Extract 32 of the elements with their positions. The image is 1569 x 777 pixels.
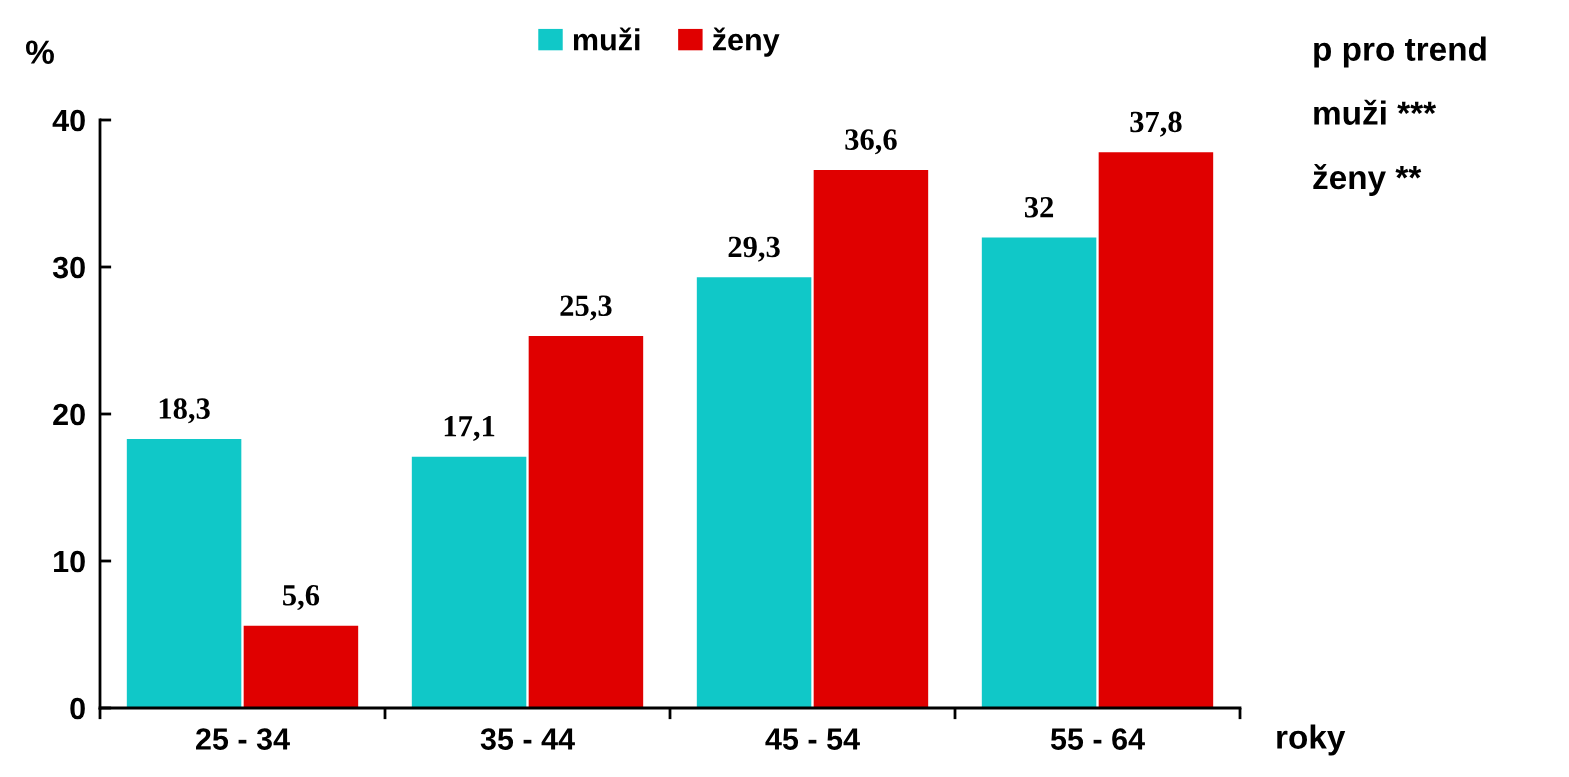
data-label: 17,1: [444, 416, 495, 441]
x-tick-label: 25 - 34: [196, 728, 290, 750]
data-label: 36,6: [845, 129, 897, 155]
bar: [528, 336, 644, 708]
text: muži ***: [1314, 99, 1437, 125]
x-tick-label: 35 - 44: [480, 728, 575, 750]
data-label: 18,3: [159, 398, 210, 424]
bar: [411, 456, 527, 708]
y-tick-label: 0: [70, 697, 85, 720]
y-tick-label: 10: [54, 550, 85, 573]
data-label: 32: [1024, 196, 1054, 218]
data-label: 29,3: [728, 236, 780, 262]
data-label: 37,8: [1130, 111, 1182, 137]
y-tick-label: 30: [52, 256, 85, 279]
bar: [1098, 152, 1214, 708]
text: ženy **: [1313, 164, 1422, 196]
legend-label: ženy: [712, 27, 780, 57]
bar: [243, 625, 359, 708]
data-label: 5,6: [283, 585, 320, 611]
legend-label: muži: [573, 27, 640, 51]
bar: [813, 169, 929, 708]
x-tick-label: 45 - 54: [765, 728, 860, 750]
bar: [981, 237, 1097, 708]
y-axis-title: %: [26, 40, 54, 64]
text: p pro trend: [1314, 36, 1486, 68]
data-label: 25,3: [560, 295, 612, 321]
x-tick-label: 55 - 64: [1050, 728, 1145, 750]
bar: [126, 438, 242, 708]
y-tick-label: 20: [53, 403, 85, 426]
y-tick-label: 40: [52, 109, 85, 132]
bar: [696, 277, 812, 708]
x-axis-title: roky: [1277, 724, 1346, 756]
